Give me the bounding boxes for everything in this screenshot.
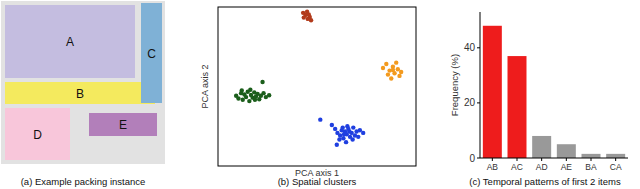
point [361, 131, 365, 135]
bar [606, 154, 625, 158]
point [330, 123, 334, 127]
y-tick-label: 40 [464, 42, 476, 53]
point [318, 117, 322, 121]
point [386, 72, 390, 76]
scatter-panel: PCA axis 1PCA axis 2(b) Spatial clusters [200, 7, 416, 187]
x-tick-label: BA [585, 162, 597, 172]
point [350, 137, 354, 141]
point [247, 99, 251, 103]
point [240, 88, 244, 92]
point [397, 74, 401, 78]
x-tick [492, 158, 493, 161]
y-label: PCA axis 2 [200, 64, 210, 108]
item-box [5, 5, 135, 78]
x-tick [566, 158, 567, 161]
point [347, 129, 351, 133]
point [399, 70, 403, 74]
x-tick-label: AC [511, 162, 523, 172]
x-tick [591, 158, 592, 161]
bar [483, 26, 502, 158]
item-box [141, 3, 162, 103]
point [244, 95, 248, 99]
bars [483, 26, 625, 158]
point [267, 93, 271, 97]
item-label: E [119, 118, 127, 132]
point [261, 91, 265, 95]
item-label: B [76, 87, 84, 101]
item-box [5, 108, 70, 160]
caption: (c) Temporal patterns of first 2 items [469, 176, 621, 187]
point [389, 76, 393, 80]
point [341, 125, 345, 129]
item-box [5, 82, 155, 104]
y-tick [477, 158, 480, 159]
point [307, 12, 311, 16]
x-tick-label: AB [487, 162, 499, 172]
bar [582, 154, 601, 158]
x-tick [517, 158, 518, 161]
container [1, 1, 165, 164]
item-label: A [66, 35, 74, 49]
point [236, 96, 240, 100]
x-tick [615, 158, 616, 161]
point [391, 68, 395, 72]
point [394, 60, 398, 64]
point [344, 140, 348, 144]
point [253, 98, 257, 102]
y-tick-label: 20 [464, 97, 476, 108]
y-tick [477, 102, 480, 103]
point [345, 124, 349, 128]
bar [557, 144, 576, 158]
point [342, 132, 346, 136]
point [260, 80, 264, 84]
packing-panel: A B C D E (a) Example packing instance [1, 1, 165, 187]
point [351, 125, 355, 129]
x-tick-label: AE [561, 162, 573, 172]
x-tick-label: AD [536, 162, 548, 172]
item-box [89, 113, 157, 136]
figure: ABCDE(a) Example packing instancePCA axi… [0, 0, 640, 189]
bar-panel: 0 20 40 AB AC AD AE BA CA Frequency (%) (c) Tempor… [449, 12, 628, 187]
y-label: Frequency (%) [449, 54, 460, 116]
y-tick [477, 47, 480, 48]
y-axis [480, 12, 481, 158]
x-tick [541, 158, 542, 161]
x-axis [480, 158, 628, 159]
point [341, 136, 345, 140]
point [302, 15, 306, 19]
frame [218, 7, 416, 166]
item-label: D [33, 128, 42, 142]
caption: (b) Spatial clusters [278, 176, 357, 187]
bar [508, 56, 527, 158]
point [337, 137, 341, 141]
point [384, 62, 388, 66]
point [356, 135, 360, 139]
bar [532, 136, 551, 158]
item-label: C [147, 47, 156, 61]
point [248, 87, 252, 91]
points [234, 10, 403, 147]
x-tick-label: CA [610, 162, 622, 172]
point [333, 127, 337, 131]
y-tick-label: 0 [469, 153, 475, 164]
point [309, 18, 313, 22]
caption: (a) Example packing instance [21, 176, 146, 187]
point [381, 66, 385, 70]
point [335, 143, 339, 147]
